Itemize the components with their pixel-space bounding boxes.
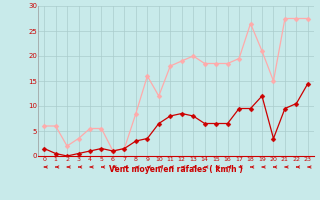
X-axis label: Vent moyen/en rafales ( km/h ): Vent moyen/en rafales ( km/h ) [109, 165, 243, 174]
